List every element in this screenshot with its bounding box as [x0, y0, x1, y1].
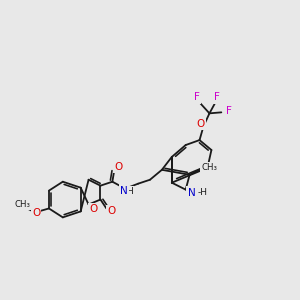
Text: -H: -H: [198, 188, 208, 197]
Text: N: N: [188, 188, 196, 198]
Text: O: O: [114, 162, 122, 172]
Text: O: O: [196, 119, 205, 129]
Text: O: O: [32, 208, 40, 218]
Text: O: O: [107, 206, 116, 216]
Text: H: H: [126, 187, 133, 196]
Text: CH₃: CH₃: [201, 163, 218, 172]
Text: O: O: [89, 204, 98, 214]
Text: F: F: [194, 92, 200, 103]
Text: CH₃: CH₃: [14, 200, 30, 209]
Text: F: F: [226, 106, 232, 116]
Text: F: F: [214, 92, 220, 103]
Text: N: N: [120, 186, 128, 196]
